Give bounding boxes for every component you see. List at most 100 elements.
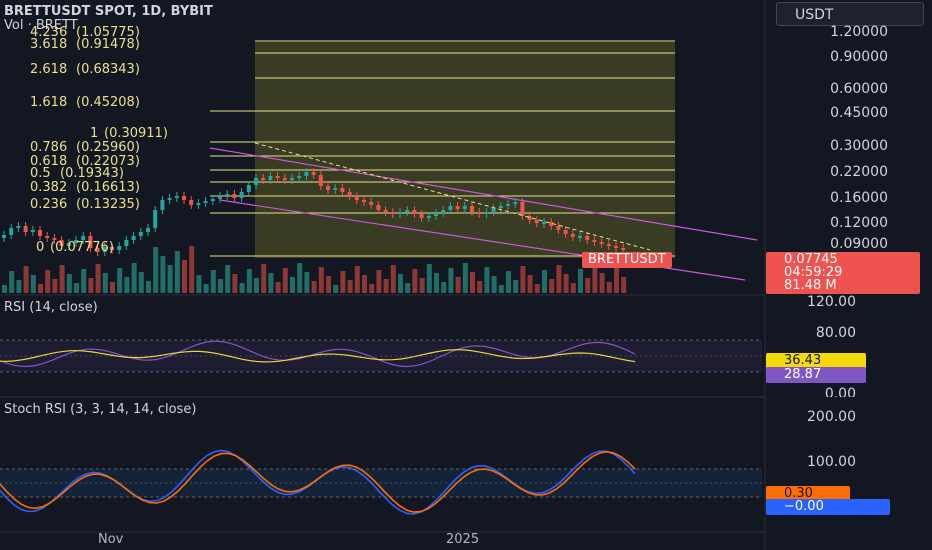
volume-bar [59, 265, 65, 293]
volume-bar [203, 284, 209, 293]
candle-body [59, 240, 64, 246]
volume-bar [210, 270, 216, 293]
candle-body [110, 247, 114, 250]
volume-bar [9, 271, 15, 293]
volume-bar [102, 273, 108, 293]
volume-bar [297, 263, 303, 293]
volume-title[interactable]: Vol · BRETT [4, 18, 78, 33]
candle-body [592, 240, 597, 242]
volume-bar [167, 265, 173, 293]
candle-body [405, 210, 410, 212]
candle-body [45, 236, 50, 238]
candle-body [225, 194, 230, 196]
volume-bar [599, 273, 605, 293]
candle-body [160, 200, 165, 210]
candle-body [477, 212, 482, 214]
volume-bar [261, 264, 267, 293]
candle-body [398, 212, 402, 214]
candle-body [426, 216, 431, 218]
candle-body [311, 172, 316, 175]
volume-bar [470, 272, 475, 293]
candle-body [549, 222, 554, 226]
volume-bar [513, 280, 519, 293]
candle-body [167, 198, 172, 200]
volume-bar [362, 275, 367, 293]
candle-body [66, 243, 71, 246]
fib-label: 0 [36, 240, 45, 255]
candle-body [419, 214, 424, 218]
candle-body [174, 196, 179, 198]
volume-bar [232, 274, 238, 293]
volume-bar [282, 268, 288, 293]
volume-bar [354, 266, 360, 293]
candle-body [282, 178, 287, 180]
volume-bar [570, 283, 576, 293]
volume-bar [88, 278, 94, 293]
candle-body [203, 201, 208, 203]
candle-body [563, 230, 568, 234]
fib-trend-line[interactable] [254, 142, 651, 251]
rsi-title[interactable]: RSI (14, close) [4, 300, 98, 315]
fib-value: (0.45208) [76, 95, 140, 110]
volume-bar [527, 275, 533, 293]
volume-bar [484, 267, 490, 293]
rsi-ma-line [0, 349, 636, 363]
candle-body [30, 230, 35, 232]
candle-body [484, 212, 489, 214]
candle-body [542, 222, 546, 224]
candle-body [455, 206, 460, 209]
candle-body [506, 204, 510, 206]
channel-upper[interactable] [209, 147, 758, 241]
volume-bar [52, 279, 58, 293]
volume-bar [66, 274, 72, 293]
candle-body [318, 175, 323, 186]
volume-bar [563, 274, 569, 293]
candle-body [570, 234, 575, 237]
volume-bar [398, 274, 403, 293]
volume-bar [326, 276, 331, 293]
countdown-tag: 04:59:29 [766, 265, 920, 281]
volume-bar [153, 247, 159, 293]
volume-bar [549, 279, 555, 293]
fib-value: (0.13235) [76, 197, 140, 212]
volume-bar [441, 282, 447, 293]
volume-bar [491, 276, 497, 293]
price-axis-label: 0.22000 [830, 164, 888, 180]
candle-body [578, 236, 582, 238]
volume-bar [268, 273, 274, 293]
volume-bar [369, 284, 375, 293]
candle-body [88, 236, 93, 248]
candle-body [470, 206, 474, 212]
fib-label: 4.236 [30, 25, 68, 40]
candle-body [38, 230, 42, 236]
candle-body [599, 242, 604, 244]
candle-body [347, 192, 352, 196]
volume-bar [347, 280, 353, 293]
volume-bar [412, 269, 418, 293]
candle-body [182, 196, 186, 200]
currency-selector[interactable]: USDT [776, 2, 924, 26]
fib-label: 0.618 [30, 154, 68, 169]
price-axis-label: 0.12000 [830, 215, 888, 231]
candle-body [491, 208, 496, 212]
volume-bar [311, 281, 317, 293]
volume-bar [160, 256, 166, 293]
volume-bar [462, 263, 468, 293]
symbol-title[interactable]: BRETTUSDT SPOT, 1D, BYBIT [4, 4, 213, 19]
volume-bar [340, 271, 346, 293]
candle-body [304, 172, 309, 176]
time-label-2025: 2025 [446, 532, 480, 547]
candle-body [412, 210, 417, 214]
volume-bar [477, 281, 483, 293]
symbol-price-tag: BRETTUSDT [582, 252, 672, 268]
volume-bar [592, 264, 598, 293]
fib-value: (0.68343) [76, 62, 140, 77]
volume-bar [23, 266, 29, 293]
candle-body [81, 236, 86, 240]
fib-label: 0.382 [30, 180, 68, 195]
fib-value: (0.30911) [104, 126, 168, 141]
rsi-axis-top: 120.00 [807, 294, 856, 310]
candle-body [138, 232, 143, 236]
stoch-title[interactable]: Stoch RSI (3, 3, 14, 14, close) [4, 402, 197, 417]
